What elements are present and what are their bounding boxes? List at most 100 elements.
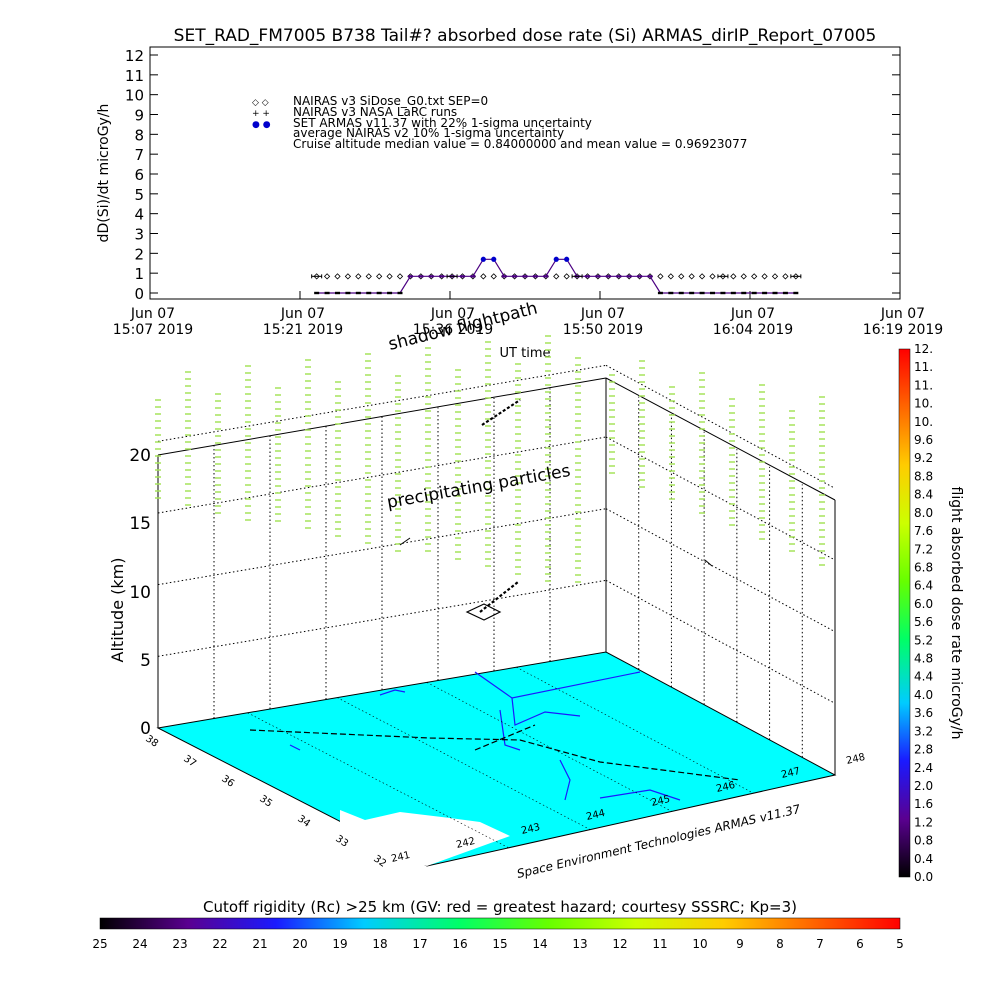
right-colorbar-tick: 9.2 xyxy=(914,451,933,465)
right-colorbar-tick: 2.0 xyxy=(914,779,933,793)
longitude-tick: 246 xyxy=(715,780,736,795)
right-colorbar-tick: 0.0 xyxy=(914,870,933,884)
y-tick-label: 2 xyxy=(134,245,144,263)
right-colorbar-ticks: 0.0 0.4 0.8 1.2 1.6 2.0 2.4 2.8 3.2 3.6 4.0 4.4 4.8 5… xyxy=(914,342,933,884)
longitude-tick: 242 xyxy=(455,836,476,851)
armas-point xyxy=(543,275,549,278)
right-colorbar-tick: 10. xyxy=(914,397,933,411)
armas-point xyxy=(335,291,340,295)
nairas-point xyxy=(709,273,716,280)
nairas-point xyxy=(417,273,424,280)
bottom-colorbar-tick: 22 xyxy=(212,937,227,951)
right-colorbar-tick: 10. xyxy=(914,415,933,429)
top-y-axis-label: dD(Si)/dt microGy/h xyxy=(96,104,112,243)
bottom-colorbar-tick: 19 xyxy=(332,937,347,951)
bottom-colorbar-tick: 21 xyxy=(252,937,267,951)
armas-point xyxy=(397,291,403,295)
y-tick-label: 1 xyxy=(134,265,144,283)
x-tick-date: Jun 07 xyxy=(580,306,625,322)
armas-point xyxy=(647,275,653,278)
nairas-point xyxy=(355,273,362,280)
armas-point xyxy=(585,275,590,278)
right-colorbar-tick: 4.0 xyxy=(914,688,933,702)
right-colorbar-tick: 4.8 xyxy=(914,652,933,666)
armas-point xyxy=(491,256,497,262)
right-colorbar xyxy=(898,348,911,878)
x-tick-date: Jun 07 xyxy=(130,306,175,322)
nairas-point xyxy=(511,273,518,280)
legend-text-cruise-stats: Cruise altitude median value = 0.8400000… xyxy=(293,137,747,151)
altitude-tick: 5 xyxy=(140,651,151,671)
nairas-point xyxy=(365,273,372,280)
floor-grid xyxy=(516,666,754,794)
nairas-point xyxy=(438,273,445,280)
nairas-point xyxy=(698,273,706,280)
altitude-tick-labels: 0 5 10 15 20 xyxy=(129,446,151,739)
armas-point xyxy=(480,256,486,262)
right-colorbar-tick: 11. xyxy=(914,360,933,374)
top-edge-right xyxy=(605,377,836,501)
armas-point xyxy=(324,291,330,295)
bottom-colorbar-tick: 25 xyxy=(92,937,107,951)
right-colorbar-tick: 1.6 xyxy=(914,797,933,811)
y-tick-label: 4 xyxy=(134,206,144,224)
bottom-colorbar-tick: 9 xyxy=(736,937,744,951)
nairas-point xyxy=(792,273,799,280)
flight-ground-track xyxy=(249,724,741,781)
armas-point xyxy=(366,291,372,295)
armas-point xyxy=(314,291,320,295)
bottom-colorbar-tick: 7 xyxy=(816,937,824,951)
bottom-colorbar-tick: 11 xyxy=(652,937,667,951)
right-colorbar-tick: 6.0 xyxy=(914,597,933,611)
y-tick-label: 11 xyxy=(125,67,144,85)
armas-point xyxy=(741,291,747,295)
armas-point xyxy=(626,275,632,278)
nairas-point xyxy=(626,273,633,280)
armas-point xyxy=(564,256,570,262)
right-colorbar-label: flight absorbed dose rate microGy/h xyxy=(948,487,964,740)
legend-text-nairas-larc: NAIRAS v3 NASA LaRC runs xyxy=(293,105,457,119)
altitude-grid xyxy=(157,364,836,849)
armas-point xyxy=(522,275,528,278)
right-colorbar-tick: 8.8 xyxy=(914,469,933,483)
nairas-point xyxy=(740,273,747,280)
nairas-point xyxy=(761,273,768,280)
altitude-tick: 15 xyxy=(129,514,151,534)
legend-symbol-nairas-larc: + + xyxy=(252,109,270,119)
armas-point xyxy=(460,275,465,278)
x-tick-time: 15:36 2019 xyxy=(413,322,493,338)
armas-point xyxy=(376,291,382,295)
bottom-colorbar-tick: 12 xyxy=(612,937,627,951)
armas-point xyxy=(657,291,663,295)
nairas-point xyxy=(334,273,341,280)
nairas-point xyxy=(344,273,352,280)
bottom-colorbar-tick: 6 xyxy=(856,937,864,951)
armas-point xyxy=(532,275,538,278)
grid-line-back-right xyxy=(605,508,836,633)
bottom-colorbar-label: Cutoff rigidity (Rc) >25 km (GV: red = g… xyxy=(203,898,797,916)
grid-line-back-right xyxy=(605,436,836,561)
armas-point xyxy=(720,291,726,295)
bottom-colorbar-tick: 8 xyxy=(776,937,784,951)
armas-point xyxy=(439,275,445,278)
top-legend: ◇ ◇ NAIRAS v3 SiDose_G0.txt SEP=0 + + NA… xyxy=(252,94,747,151)
armas-point xyxy=(689,291,695,295)
right-colorbar-tick: 6.8 xyxy=(914,560,933,574)
nairas-point xyxy=(688,273,695,280)
right-colorbar-tick: 2.8 xyxy=(914,743,933,757)
bottom-colorbar-tick: 18 xyxy=(372,937,387,951)
right-colorbar-tick: 3.6 xyxy=(914,706,933,720)
precipitating-particles-marks xyxy=(155,335,825,583)
bottom-colorbar-tick: 5 xyxy=(896,937,904,951)
nairas-point xyxy=(448,273,456,280)
altitude-tick: 10 xyxy=(129,583,151,603)
x-tick-time: 15:21 2019 xyxy=(263,322,343,338)
right-colorbar-tick: 2.4 xyxy=(914,761,933,775)
nairas-point xyxy=(386,273,393,280)
x-tick-time: 15:50 2019 xyxy=(563,322,643,338)
legend-text-nairas-v3: NAIRAS v3 SiDose_G0.txt SEP=0 xyxy=(293,94,488,108)
legend-text-armas: SET ARMAS v11.37 with 22% 1-sigma uncert… xyxy=(293,116,592,130)
